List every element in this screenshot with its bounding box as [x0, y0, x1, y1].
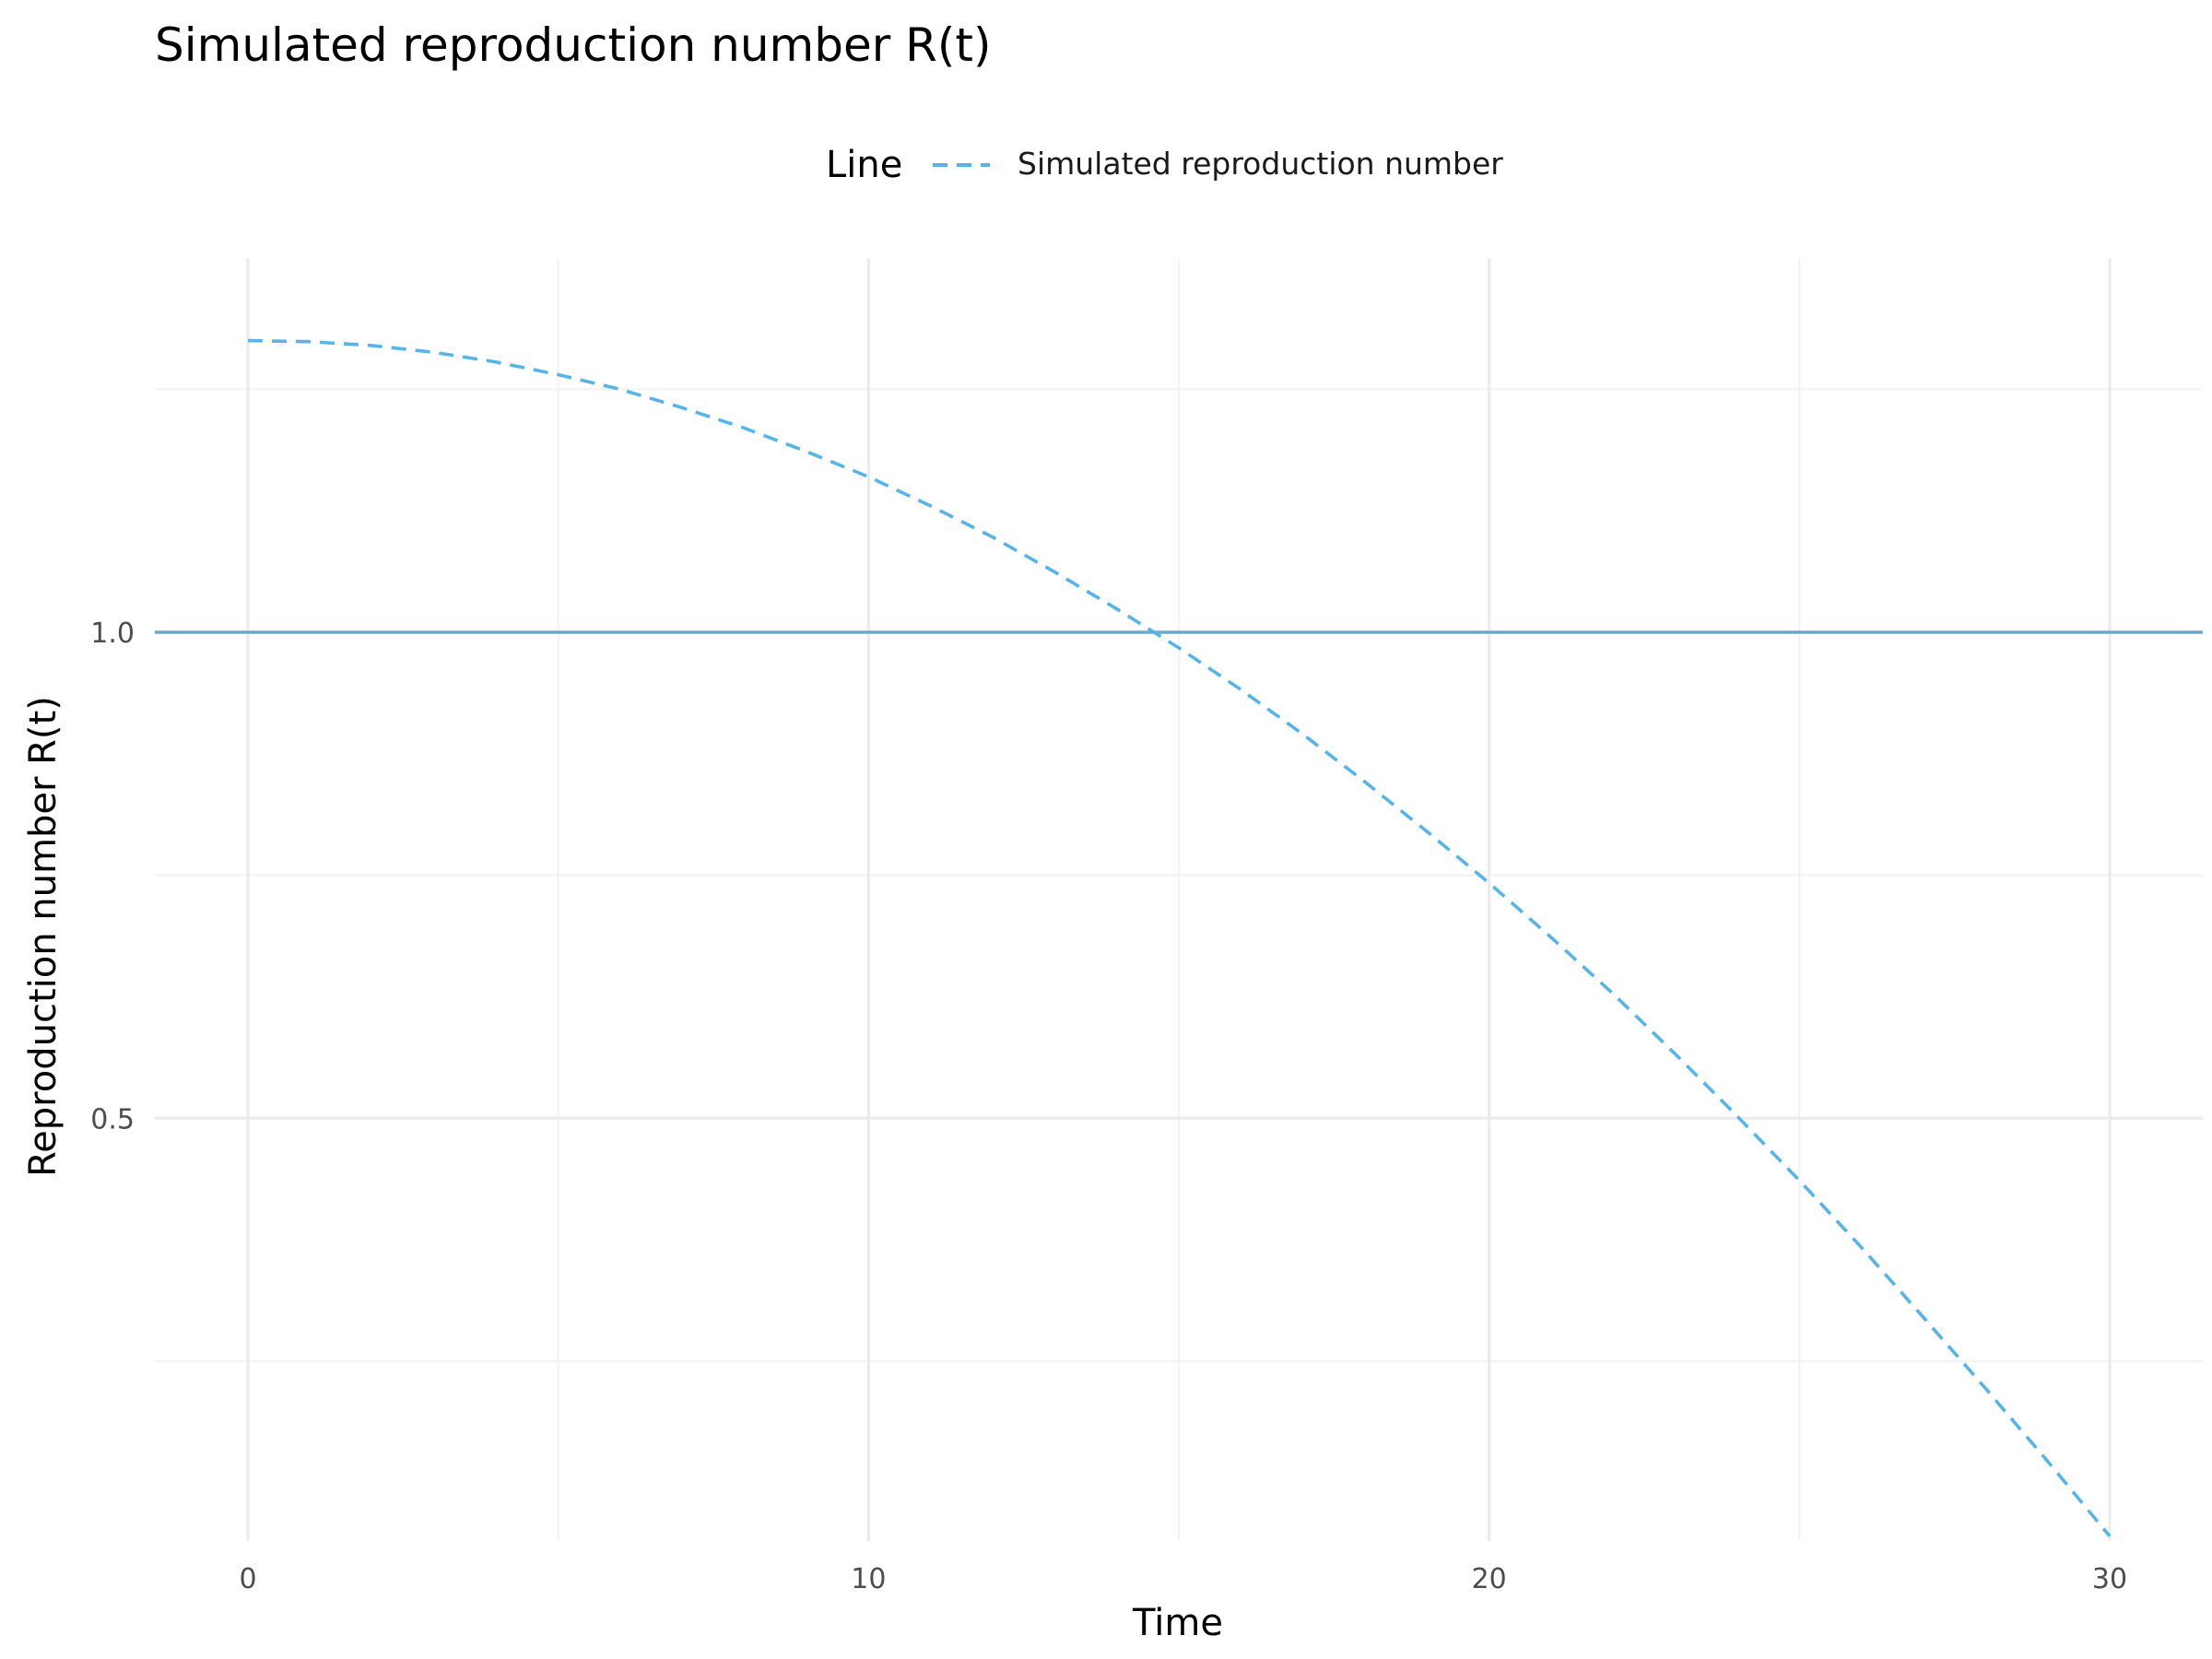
x-axis-title: Time	[1132, 1602, 1223, 1644]
x-tick-label: 0	[239, 1563, 256, 1595]
series-line	[247, 338, 2112, 1537]
y-tick-label: 0.5	[90, 1103, 135, 1135]
x-tick-label: 10	[851, 1563, 886, 1595]
x-tick-label: 30	[2092, 1563, 2127, 1595]
grid	[155, 258, 2203, 1541]
series-group	[247, 338, 2112, 1537]
y-axis-ticks: 0.5 1.0	[90, 618, 135, 1135]
x-tick-label: 20	[1472, 1563, 1507, 1595]
y-tick-label: 1.0	[90, 618, 135, 650]
legend-label: Simulated reproduction number	[1018, 146, 1503, 182]
legend: Line Simulated reproduction number	[826, 144, 1503, 186]
chart-title: Simulated reproduction number R(t)	[155, 18, 992, 72]
y-axis-title: Reproduction number R(t)	[22, 696, 65, 1177]
x-axis-ticks: 0 10 20 30	[239, 1563, 2127, 1595]
legend-title: Line	[826, 144, 902, 186]
